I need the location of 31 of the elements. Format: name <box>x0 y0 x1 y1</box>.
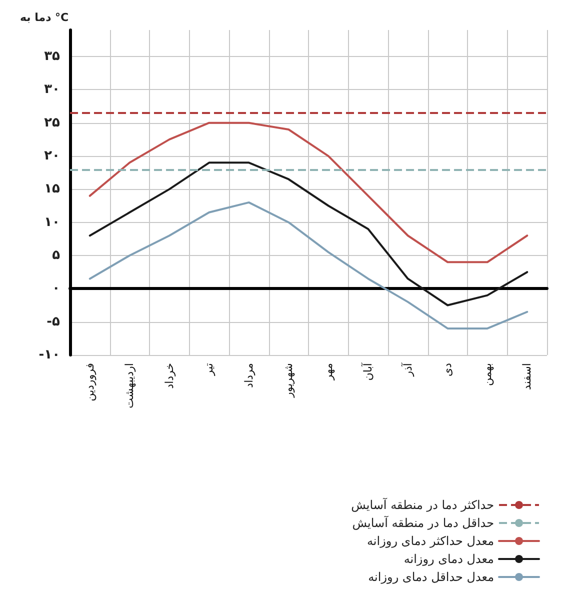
y-tick-label: -۵ <box>46 314 60 330</box>
x-tick-label: تیر <box>202 363 216 376</box>
line-series <box>88 162 528 306</box>
y-tick-label: ۱۵ <box>44 182 60 197</box>
x-tick-label: اردیبهشت <box>123 363 136 408</box>
legend-label: معدل حداکثر دمای روزانه <box>367 534 494 548</box>
x-tick-label: دی <box>441 362 454 377</box>
y-tick-label: -۱۰ <box>38 348 60 362</box>
y-tick-label: ۳۰ <box>44 82 60 98</box>
x-tick-label: آذر <box>400 362 414 378</box>
x-tick-label: فروردین <box>83 363 96 402</box>
x-tick-label: اسفند <box>520 363 534 390</box>
y-tick-label: ۳۵ <box>44 49 60 64</box>
line-series <box>88 201 528 330</box>
legend-label: معدل حداقل دمای روزانه <box>368 570 494 584</box>
x-tick-label: بهمن <box>480 363 494 386</box>
x-tick-label: شهریور <box>282 363 296 398</box>
y-tick-label: ۰ <box>52 281 60 296</box>
x-tick-label: خرداد <box>162 363 176 389</box>
x-tick-label: مرداد <box>242 362 256 388</box>
line-series <box>88 122 528 264</box>
x-tick-label: مهر <box>322 362 335 382</box>
legend-label: معدل دمای روزانه <box>404 552 494 566</box>
y-tick-label: ۵ <box>52 248 60 264</box>
legend-label: حداکثر دما در منطقه آسایش <box>351 497 494 512</box>
y-tick-label: ۱۰ <box>44 214 60 230</box>
y-tick-label: ۲۰ <box>44 148 60 164</box>
x-tick-label: آبان <box>360 362 375 381</box>
y-tick-label: ۲۵ <box>44 115 60 130</box>
legend-label: حداقل دما در منطقه آسایش <box>352 515 494 530</box>
y-axis-title: دما به °C <box>20 11 69 24</box>
